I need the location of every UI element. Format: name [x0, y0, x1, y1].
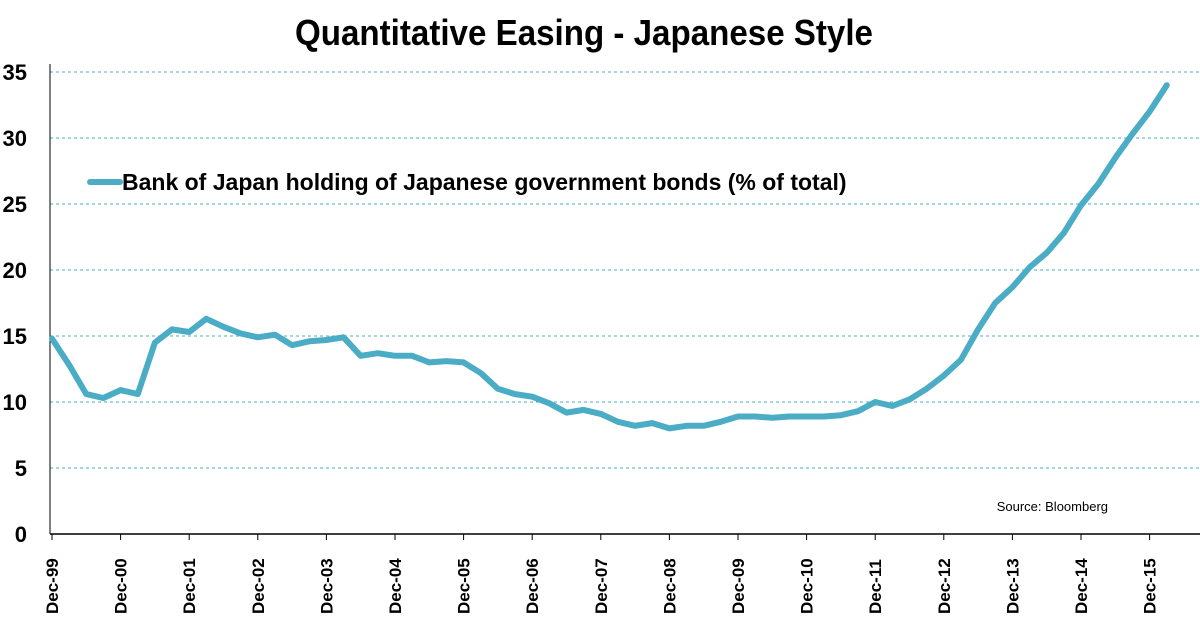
chart-title: Quantitative Easing - Japanese Style: [295, 12, 873, 53]
x-tick-label: Dec-03: [317, 558, 336, 614]
x-axis-tick-labels: Dec-99 Dec-00 Dec-01 Dec-02 Dec-03 Dec-04 Dec-…: [43, 558, 1160, 614]
x-tick-label: Dec-15: [1141, 558, 1160, 614]
x-tick-label: Dec-11: [866, 559, 885, 614]
x-tick-label: Dec-12: [935, 558, 954, 614]
legend-label: Bank of Japan holding of Japanese govern…: [122, 169, 847, 195]
axes: [49, 64, 1200, 540]
x-tick-label: Dec-05: [455, 558, 474, 614]
source-annotation: Source: Bloomberg: [997, 499, 1108, 514]
x-tick-label: Dec-00: [112, 558, 131, 614]
x-tick-label: Dec-01: [180, 558, 199, 614]
x-tick-label: Dec-13: [1003, 558, 1022, 614]
y-tick-label: 5: [15, 456, 27, 481]
y-tick-label: 20: [3, 258, 27, 283]
series-line: [49, 82, 1170, 432]
series-layer: [49, 82, 1170, 432]
x-tick-label: Dec-06: [523, 558, 542, 614]
legend: Bank of Japan holding of Japanese govern…: [87, 169, 847, 195]
x-tick-label: Dec-14: [1072, 558, 1091, 614]
x-tick-label: Dec-07: [592, 558, 611, 614]
x-tick-label: Dec-10: [798, 558, 817, 614]
x-tick-label: Dec-09: [729, 558, 748, 614]
y-tick-label: 15: [3, 324, 27, 349]
y-tick-label: 25: [3, 192, 27, 217]
x-tick-label: Dec-04: [386, 558, 405, 614]
y-tick-label: 10: [3, 390, 27, 415]
x-tick-label: Dec-08: [660, 558, 679, 614]
y-tick-label: 30: [3, 126, 27, 151]
y-axis-tick-labels: 0 5 10 15 20 25 30 35: [3, 60, 27, 547]
x-tick-label: Dec-02: [249, 558, 268, 614]
y-tick-label: 0: [15, 522, 27, 547]
x-tick-label: Dec-99: [43, 558, 62, 614]
y-tick-label: 35: [3, 60, 27, 85]
